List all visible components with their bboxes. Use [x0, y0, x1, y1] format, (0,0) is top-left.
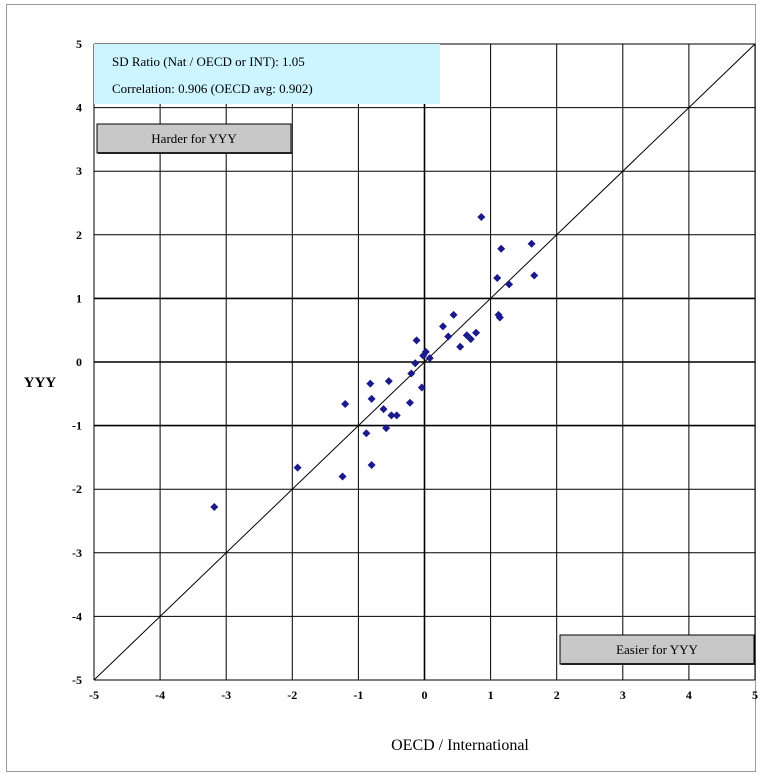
easier-label-text: Easier for YYY	[616, 642, 698, 657]
data-point	[505, 280, 514, 289]
data-point	[367, 461, 376, 470]
y-tick-label: 4	[76, 101, 82, 115]
y-tick-label: -2	[72, 482, 82, 496]
data-point	[477, 212, 486, 221]
data-point	[530, 271, 539, 280]
info-box: SD Ratio (Nat / OECD or INT): 1.05 Corre…	[94, 44, 440, 104]
data-point	[392, 411, 401, 420]
x-tick-label: -5	[89, 688, 99, 702]
data-point	[405, 398, 414, 407]
harder-label-box: Harder for YYY	[96, 123, 292, 154]
data-point	[210, 503, 219, 512]
data-point	[472, 328, 481, 337]
data-point	[527, 239, 536, 248]
easier-label-box: Easier for YYY	[559, 634, 755, 665]
x-tick-labels: -5 -4 -3 -2 -1 0 1 2 3 4 5	[89, 688, 758, 702]
x-tick-label: 1	[488, 688, 494, 702]
y-tick-label: 3	[76, 164, 82, 178]
data-point	[425, 354, 434, 363]
data-point	[366, 379, 375, 388]
data-point	[439, 322, 448, 331]
x-tick-label: 5	[752, 688, 758, 702]
data-point	[387, 411, 396, 420]
easier-label-background	[559, 634, 755, 665]
data-point	[412, 336, 421, 345]
data-point	[495, 313, 504, 322]
y-tick-label: 0	[76, 355, 82, 369]
y-tick-label: -4	[72, 609, 82, 623]
data-point	[449, 310, 458, 319]
y-tick-label: -5	[72, 673, 82, 687]
data-point	[362, 429, 371, 438]
data-point	[407, 369, 416, 378]
x-tick-label: -1	[353, 688, 363, 702]
data-point	[341, 399, 350, 408]
y-axis-label: YYY	[24, 375, 57, 391]
data-point	[466, 335, 475, 344]
data-point	[382, 424, 391, 433]
x-tick-label: 3	[620, 688, 626, 702]
y-tick-label: -1	[72, 419, 82, 433]
y-tick-label: 5	[76, 37, 82, 51]
x-tick-label: -3	[221, 688, 231, 702]
x-axis-label: OECD / International	[391, 737, 529, 754]
data-point	[417, 383, 426, 392]
data-point	[411, 359, 420, 368]
harder-label-text: Harder for YYY	[151, 131, 237, 146]
data-point	[367, 394, 376, 403]
data-point	[421, 347, 430, 356]
data-point	[293, 463, 302, 472]
data-point	[444, 332, 453, 341]
correlation-text: Correlation: 0.906 (OECD avg: 0.902)	[112, 81, 313, 96]
x-tick-label: 0	[422, 688, 428, 702]
data-point	[497, 244, 506, 253]
identity-line	[93, 43, 756, 681]
y-tick-label: 1	[76, 291, 82, 305]
data-point	[338, 472, 347, 481]
data-point	[456, 342, 465, 351]
y-tick-label: 2	[76, 228, 82, 242]
y-tick-label: -3	[72, 546, 82, 560]
harder-label-background	[96, 123, 292, 154]
data-point	[379, 405, 388, 414]
x-tick-label: 4	[686, 688, 692, 702]
sd-ratio-text: SD Ratio (Nat / OECD or INT): 1.05	[112, 54, 305, 69]
data-point	[493, 274, 502, 283]
data-points	[210, 212, 539, 512]
x-tick-label: -4	[155, 688, 165, 702]
x-tick-label: 2	[554, 688, 560, 702]
x-tick-label: -2	[287, 688, 297, 702]
y-tick-labels: -5 -4 -3 -2 -1 0 1 2 3 4 5	[72, 37, 82, 687]
info-box-background	[94, 44, 440, 104]
data-point	[384, 377, 393, 386]
